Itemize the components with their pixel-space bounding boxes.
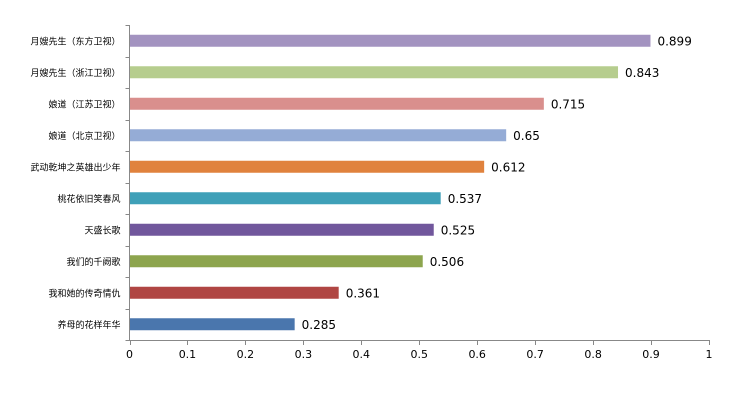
x-tick-label: 0.4 — [353, 348, 371, 361]
bar — [130, 66, 619, 79]
x-tick-label: 0.6 — [468, 348, 486, 361]
data-label: 0.285 — [302, 318, 336, 332]
bars — [130, 34, 651, 331]
bar — [130, 34, 651, 47]
x-tick-label: 0.8 — [584, 348, 602, 361]
category-label: 天盛长歌 — [84, 224, 120, 236]
data-label: 0.525 — [441, 223, 475, 237]
x-tick-label: 1 — [706, 348, 713, 361]
x-tick-label: 0.3 — [295, 348, 313, 361]
x-tick-label: 0.9 — [642, 348, 660, 361]
bar — [130, 223, 434, 236]
data-label: 0.361 — [346, 286, 380, 300]
x-ticks — [130, 340, 710, 345]
data-label: 0.612 — [491, 160, 525, 174]
bar — [130, 129, 507, 142]
category-label: 桃花依旧笑春风 — [57, 193, 120, 205]
bar — [130, 318, 295, 331]
category-label: 月嫂先生（浙江卫视） — [30, 67, 120, 79]
bar — [130, 192, 441, 205]
category-label: 养母的花样年华 — [57, 319, 120, 331]
category-label: 我和她的传奇情仇 — [48, 287, 120, 299]
bar — [130, 160, 485, 173]
y-ticks — [125, 25, 130, 341]
x-tick-label: 0.2 — [237, 348, 255, 361]
data-label: 0.537 — [448, 192, 482, 206]
x-tick-label: 0.1 — [179, 348, 197, 361]
value-labels: 0.899 0.843 0.715 0.65 0.612 0.537 0.525 0.506 0… — [302, 34, 692, 332]
x-tick-labels: 0 0.1 0.2 0.3 0.4 0.5 0.6 0.7 0.8 0.9 1 — [126, 348, 713, 361]
bar — [130, 97, 544, 110]
data-label: 0.715 — [551, 97, 585, 111]
bar — [130, 286, 339, 299]
category-label: 月嫂先生（东方卫视） — [30, 35, 120, 47]
category-labels: 月嫂先生（东方卫视） 月嫂先生（浙江卫视） 娘道（江苏卫视） 娘道（北京卫视） 武动乾坤… — [30, 35, 120, 331]
category-label: 娘道（江苏卫视） — [48, 98, 120, 110]
category-label: 娘道（北京卫视） — [48, 130, 120, 142]
data-label: 0.899 — [657, 34, 691, 48]
category-label: 武动乾坤之英雄出少年 — [30, 161, 120, 173]
category-label: 我们的千阙歌 — [66, 256, 120, 268]
bar — [130, 255, 423, 268]
x-tick-label: 0 — [126, 348, 133, 361]
data-label: 0.843 — [625, 66, 659, 80]
x-tick-label: 0.7 — [526, 348, 544, 361]
x-tick-label: 0.5 — [411, 348, 429, 361]
data-label: 0.506 — [430, 255, 464, 269]
data-label: 0.65 — [513, 129, 540, 143]
